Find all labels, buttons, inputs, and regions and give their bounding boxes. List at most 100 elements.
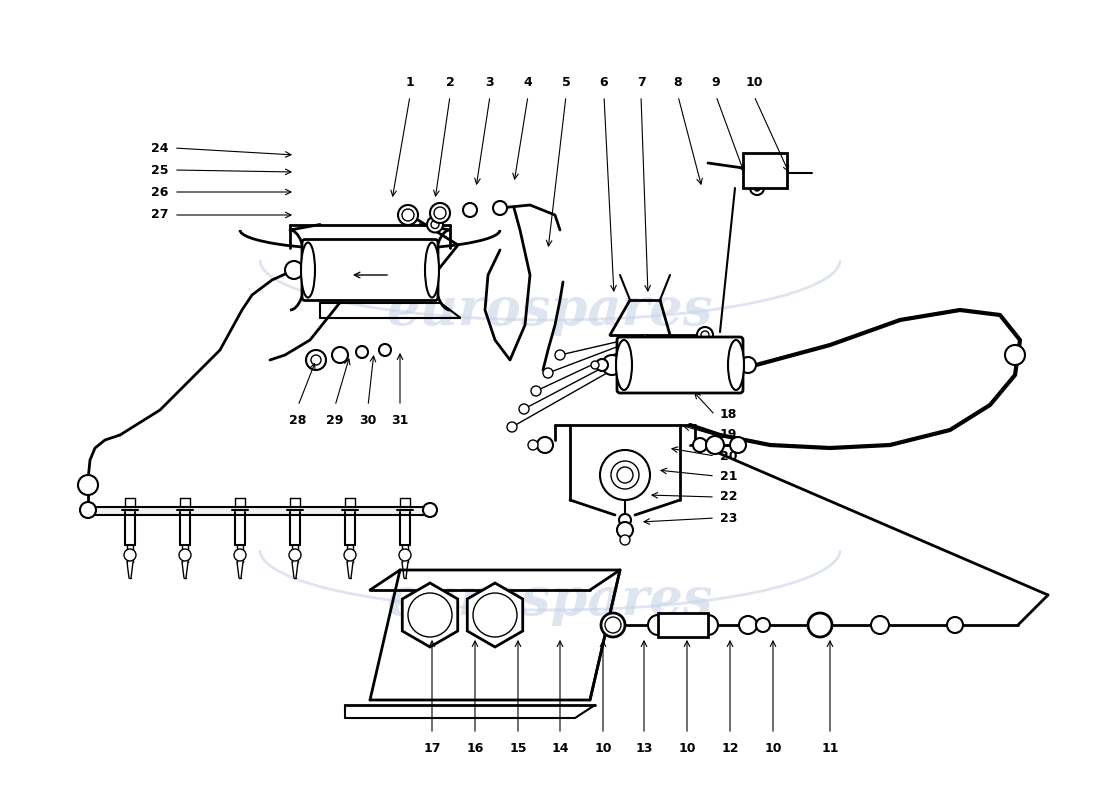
Circle shape [427,217,443,233]
Circle shape [528,440,538,450]
FancyBboxPatch shape [302,239,438,301]
Circle shape [602,355,621,375]
Circle shape [543,368,553,378]
Text: 8: 8 [673,75,682,89]
Circle shape [610,461,639,489]
Circle shape [289,549,301,561]
Circle shape [179,549,191,561]
Text: 20: 20 [720,450,737,462]
Circle shape [605,617,621,633]
Text: 11: 11 [822,742,838,754]
Circle shape [620,535,630,545]
Circle shape [531,386,541,396]
Ellipse shape [728,340,744,390]
Text: 24: 24 [152,142,168,154]
Circle shape [730,437,746,453]
Circle shape [473,593,517,637]
Text: 23: 23 [720,511,737,525]
Circle shape [311,355,321,365]
Text: 6: 6 [600,75,608,89]
Text: 26: 26 [152,186,168,198]
Text: 21: 21 [720,470,737,482]
Text: eurospares: eurospares [387,574,713,626]
Circle shape [556,350,565,360]
Text: 9: 9 [712,75,720,89]
Circle shape [756,618,770,632]
Circle shape [706,436,724,454]
Text: 25: 25 [152,163,168,177]
Text: 3: 3 [486,75,494,89]
Circle shape [402,209,414,221]
Circle shape [285,261,303,279]
Circle shape [693,438,707,452]
Text: 10: 10 [746,75,762,89]
Circle shape [740,357,756,373]
Text: 10: 10 [764,742,782,754]
Text: 7: 7 [637,75,646,89]
Circle shape [379,344,390,356]
Circle shape [871,616,889,634]
Circle shape [463,203,477,217]
Circle shape [739,616,757,634]
Text: 17: 17 [424,742,441,754]
Circle shape [1005,345,1025,365]
Text: 28: 28 [289,414,307,426]
Circle shape [344,549,356,561]
Bar [82,507,434,515]
Circle shape [591,361,600,369]
Circle shape [808,613,832,637]
Circle shape [434,207,446,219]
Text: 19: 19 [720,429,737,442]
Text: 4: 4 [524,75,532,89]
Circle shape [617,522,632,538]
Text: 10: 10 [594,742,612,754]
Circle shape [408,593,452,637]
Circle shape [306,350,326,370]
Bar [742,153,786,188]
Ellipse shape [616,340,632,390]
Circle shape [648,615,668,635]
Circle shape [78,475,98,495]
Text: eurospares: eurospares [387,285,713,335]
Text: 15: 15 [509,742,527,754]
Circle shape [356,346,369,358]
Circle shape [124,549,136,561]
Circle shape [601,613,625,637]
Text: 22: 22 [720,490,737,503]
Text: 31: 31 [392,414,409,426]
Text: 18: 18 [720,409,737,422]
Text: 29: 29 [327,414,343,426]
Circle shape [698,615,718,635]
Circle shape [617,467,632,483]
Ellipse shape [301,242,315,298]
Bar [658,613,708,637]
Circle shape [754,185,760,191]
Circle shape [619,514,631,526]
Circle shape [493,201,507,215]
Ellipse shape [425,242,439,298]
Circle shape [600,450,650,500]
Circle shape [519,404,529,414]
Circle shape [750,181,764,195]
Text: 12: 12 [722,742,739,754]
Circle shape [431,221,439,229]
Circle shape [234,549,246,561]
Circle shape [697,327,713,343]
Text: 16: 16 [466,742,484,754]
Text: 14: 14 [551,742,569,754]
Circle shape [537,437,553,453]
Text: 1: 1 [406,75,415,89]
Circle shape [332,347,348,363]
Text: 13: 13 [636,742,652,754]
Circle shape [398,205,418,225]
Text: 30: 30 [360,414,376,426]
Circle shape [701,331,710,339]
Circle shape [424,503,437,517]
Circle shape [596,359,608,371]
Text: 5: 5 [562,75,571,89]
Circle shape [80,502,96,518]
Circle shape [399,549,411,561]
Text: 27: 27 [152,209,168,222]
Circle shape [640,335,650,345]
Circle shape [430,203,450,223]
